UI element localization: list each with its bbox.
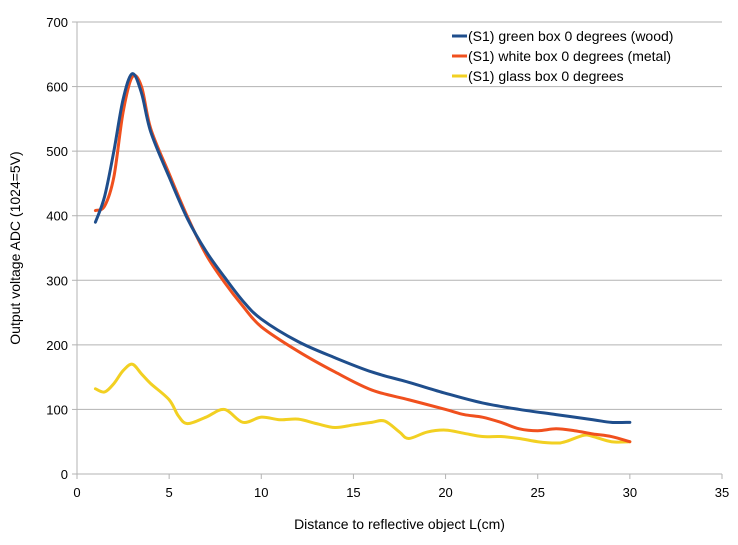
y-axis-title: Output voltage ADC (1024=5V) — [7, 151, 23, 344]
legend-label: (S1) green box 0 degrees (wood) — [468, 28, 673, 44]
legend-label: (S1) white box 0 degrees (metal) — [468, 48, 671, 64]
y-tick-label: 300 — [46, 273, 68, 288]
y-tick-label: 400 — [46, 209, 68, 224]
x-tick-label: 10 — [254, 485, 268, 500]
x-tick-label: 0 — [73, 485, 80, 500]
x-tick-label: 15 — [346, 485, 360, 500]
series-line-2 — [93, 73, 632, 444]
y-tick-label: 0 — [61, 467, 68, 482]
y-tick-label: 600 — [46, 80, 68, 95]
series-line-1 — [93, 72, 632, 425]
axes: 0 100 200 300 400 500 600 700 0 5 10 15 20 25 30 35 — [46, 15, 729, 500]
y-tick-label: 200 — [46, 338, 68, 353]
y-tick-label: 100 — [46, 402, 68, 417]
x-tick-label: 25 — [530, 485, 544, 500]
x-tick-label: 30 — [623, 485, 637, 500]
legend: (S1) green box 0 degrees (wood) (S1) whit… — [452, 28, 673, 84]
x-tick-label: 35 — [715, 485, 729, 500]
x-tick-label: 5 — [166, 485, 173, 500]
series-lines — [93, 72, 632, 445]
y-tick-label: 700 — [46, 15, 68, 30]
x-tick-label: 20 — [438, 485, 452, 500]
legend-label: (S1) glass box 0 degrees — [468, 68, 624, 84]
series-line-3 — [93, 362, 632, 445]
y-tick-label: 500 — [46, 144, 68, 159]
x-axis-title: Distance to reflective object L(cm) — [294, 516, 505, 532]
